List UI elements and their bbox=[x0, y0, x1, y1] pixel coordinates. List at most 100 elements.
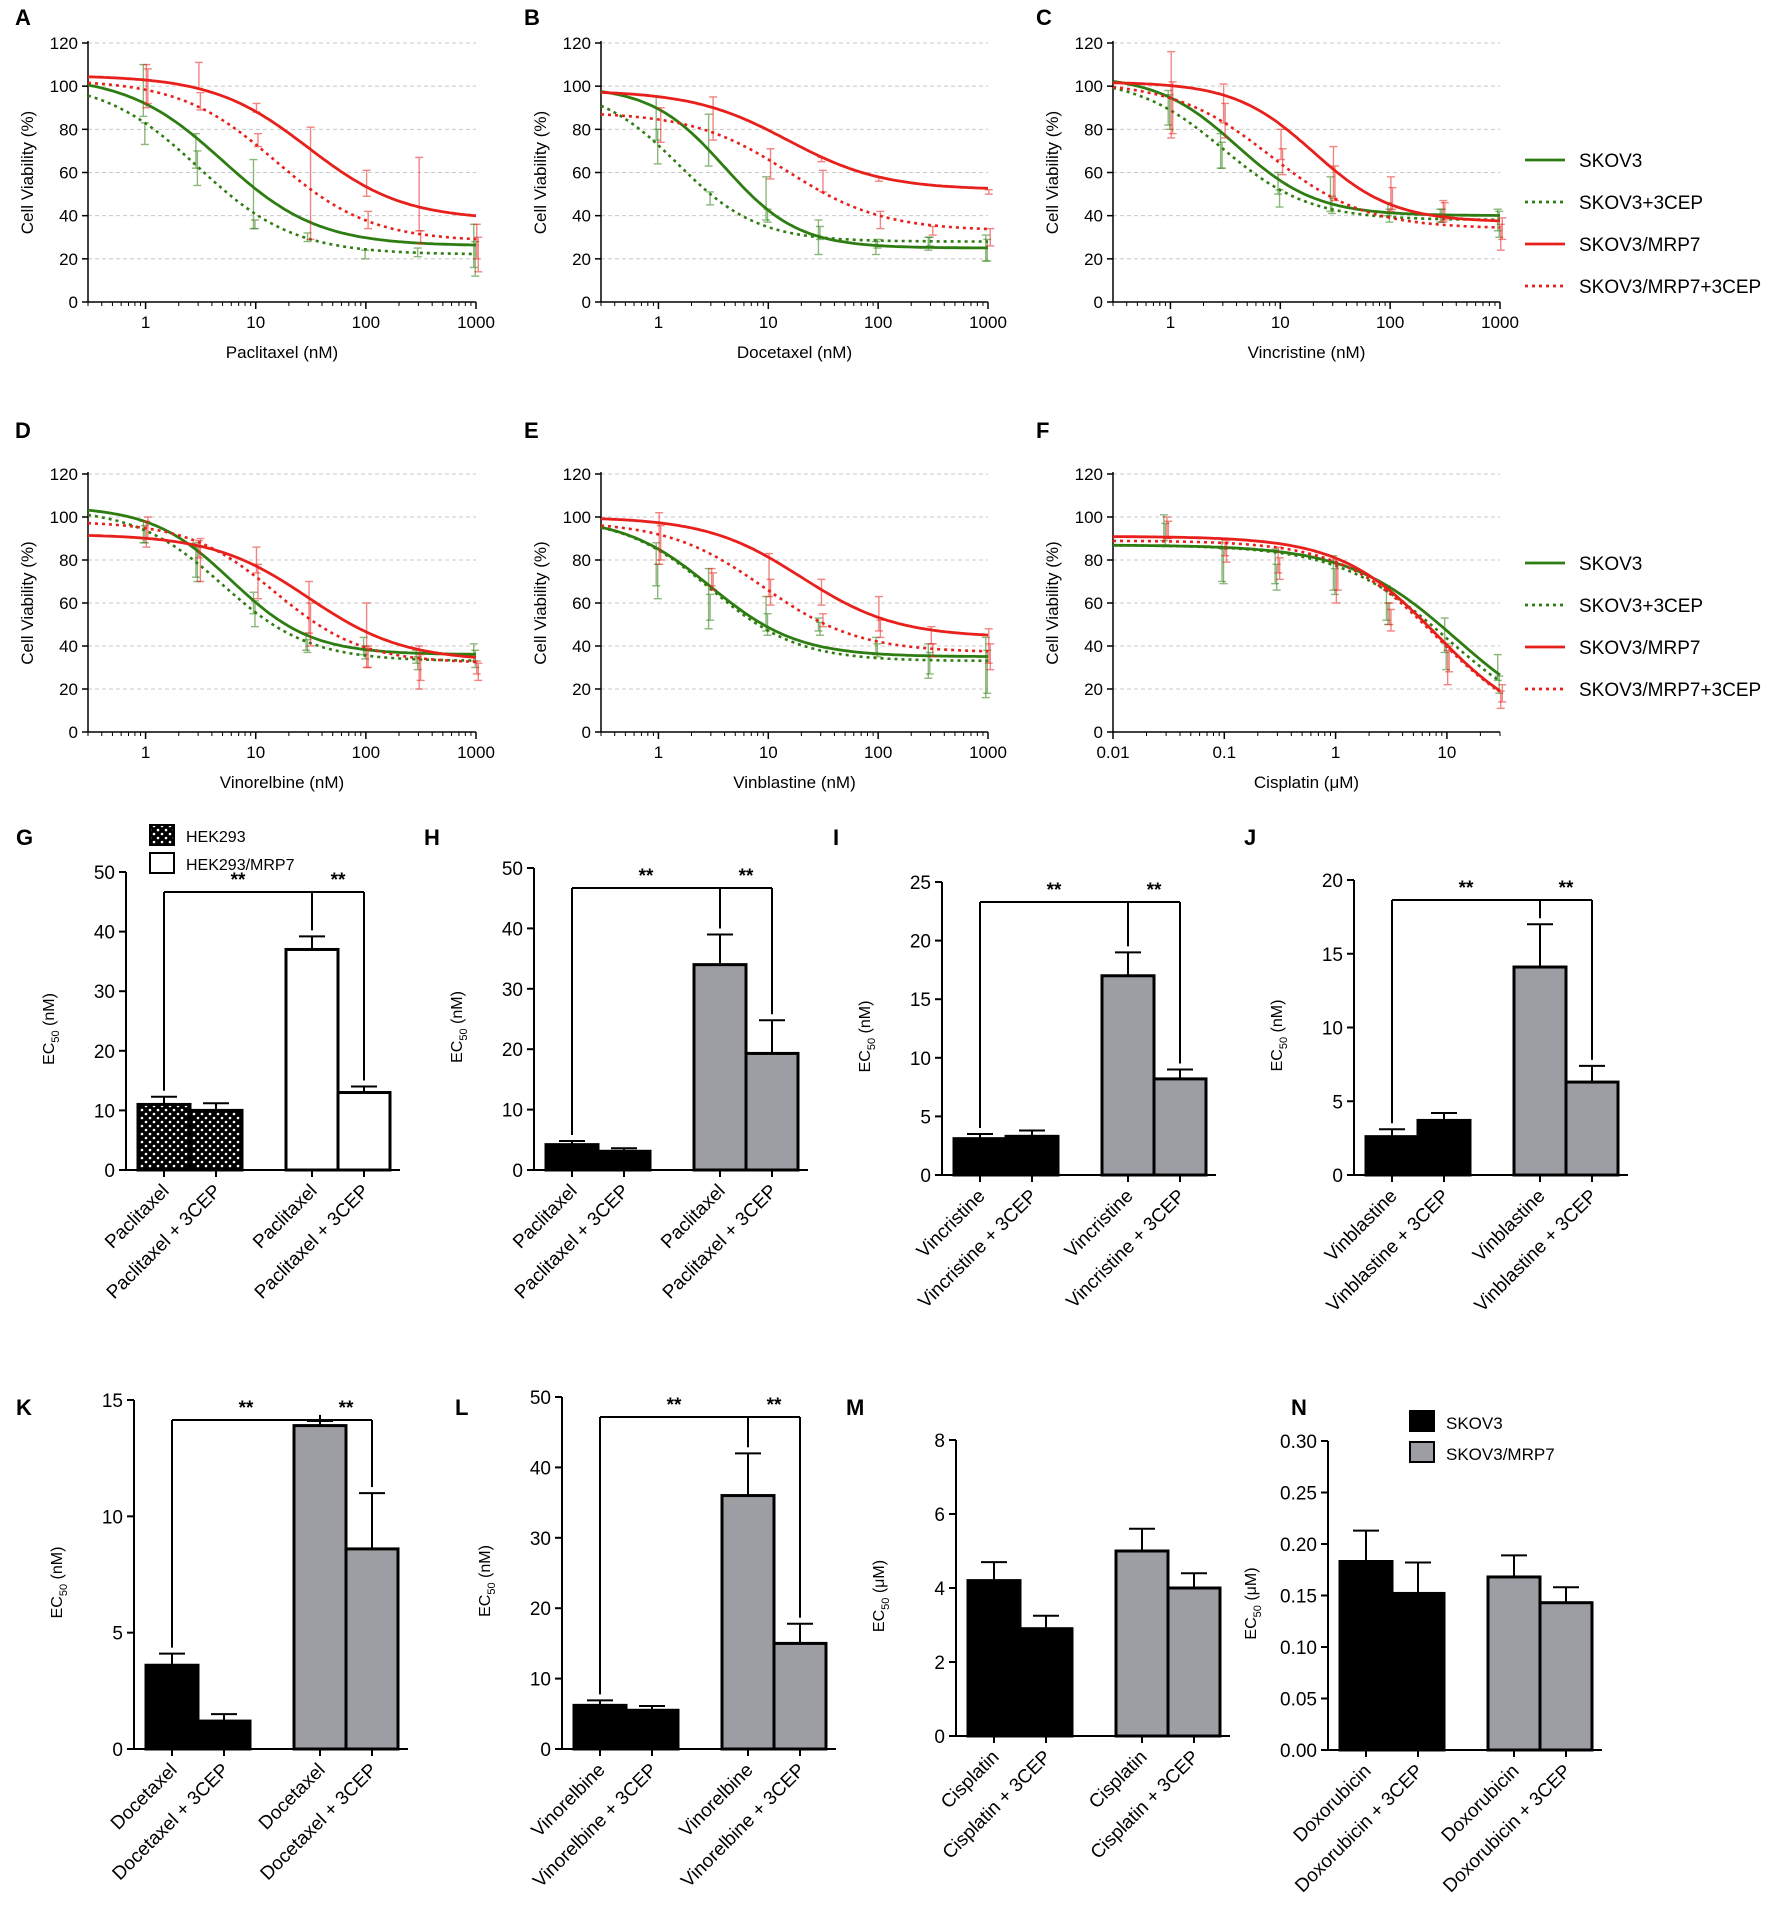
error-bar bbox=[1330, 165, 1339, 202]
x-axis-label: Vincristine (nM) bbox=[1248, 343, 1366, 362]
y-tick-label: 20 bbox=[1322, 871, 1343, 892]
y-tick-label: 0 bbox=[69, 723, 78, 742]
error-bar bbox=[413, 247, 422, 258]
panel-label: I bbox=[833, 825, 839, 850]
error-bar bbox=[1440, 202, 1449, 221]
x-tick-label: 100 bbox=[864, 743, 892, 762]
legend: SKOV3 SKOV3+3CEP SKOV3/MRP7 SKOV3/MRP7+3CEP bbox=[1525, 554, 1761, 701]
bar bbox=[744, 1051, 800, 1172]
error-bar bbox=[1274, 171, 1283, 195]
error-bar bbox=[1216, 132, 1225, 169]
error-bar bbox=[707, 567, 716, 587]
y-tick-label: 6 bbox=[934, 1505, 945, 1526]
legend: SKOV3 SKOV3+3CEP SKOV3/MRP7 SKOV3/MRP7+3CEP bbox=[1525, 151, 1761, 298]
series-skov3-mrp7-3cep bbox=[1112, 81, 1507, 241]
x-tick-label: 10 bbox=[759, 313, 778, 332]
bar bbox=[1338, 1560, 1394, 1752]
error-bar bbox=[655, 512, 664, 565]
fit-curve bbox=[1113, 543, 1501, 677]
x-tick-label: 1000 bbox=[457, 743, 495, 762]
bar bbox=[284, 947, 340, 1172]
x-tick-label: 100 bbox=[1376, 313, 1404, 332]
series-skov3-3cep bbox=[87, 94, 480, 277]
y-tick-label: 15 bbox=[102, 1391, 123, 1412]
legend-swatch bbox=[1409, 1441, 1435, 1463]
error-bar bbox=[305, 580, 314, 634]
y-tick-label: 80 bbox=[1084, 120, 1103, 139]
bar bbox=[1364, 1135, 1420, 1177]
x-axis-label: Docetaxel (nM) bbox=[737, 343, 852, 362]
y-tick-label: 0 bbox=[934, 1727, 945, 1748]
series-skov3-3cep bbox=[1112, 86, 1504, 238]
fit-curve bbox=[600, 525, 988, 658]
error-bar bbox=[1498, 684, 1507, 703]
significance-brackets: ** ** bbox=[979, 880, 1181, 1128]
y-tick-label: 0.10 bbox=[1280, 1638, 1317, 1659]
fit-curve bbox=[600, 91, 989, 190]
legend-label: SKOV3 bbox=[1446, 1414, 1503, 1433]
y-tick-label: 100 bbox=[563, 508, 591, 527]
y-axis-label-main: EC bbox=[871, 1610, 888, 1632]
error-bar bbox=[253, 563, 262, 600]
error-bar bbox=[1164, 520, 1173, 540]
y-tick-label: 0 bbox=[1332, 1166, 1343, 1187]
y-tick-label: 0 bbox=[1094, 293, 1103, 312]
y-axis-label: Cell Viability (%) bbox=[18, 111, 37, 234]
significance-mark: ** bbox=[667, 1395, 682, 1416]
y-tick-label: 50 bbox=[530, 1388, 551, 1409]
error-bar bbox=[474, 662, 483, 682]
error-bar bbox=[817, 578, 826, 606]
error-bar bbox=[818, 169, 827, 193]
significance-mark: ** bbox=[739, 866, 754, 887]
error-bar bbox=[364, 210, 373, 230]
y-tick-label: 10 bbox=[1322, 1019, 1343, 1040]
y-tick-label: 8 bbox=[934, 1431, 945, 1452]
y-tick-label: 20 bbox=[572, 680, 591, 699]
y-tick-label: 120 bbox=[50, 465, 78, 484]
error-bar bbox=[984, 189, 993, 195]
y-tick-label: 40 bbox=[530, 1458, 551, 1479]
error-bar bbox=[1277, 128, 1286, 161]
y-axis-label-unit: (nM) bbox=[477, 1545, 494, 1582]
panel-label: K bbox=[16, 1395, 32, 1420]
series-skov3-mrp7-3cep bbox=[600, 96, 995, 247]
y-tick-label: 40 bbox=[1084, 207, 1103, 226]
panel-label: C bbox=[1036, 5, 1052, 30]
bar bbox=[1416, 1118, 1472, 1177]
legend-label: SKOV3 bbox=[1579, 554, 1642, 575]
y-tick-label: 20 bbox=[59, 680, 78, 699]
x-axis-label: Cisplatin (μM) bbox=[1254, 773, 1359, 792]
error-bar bbox=[142, 63, 151, 109]
fit-curve bbox=[87, 75, 477, 218]
y-tick-label: 50 bbox=[94, 863, 115, 884]
panel-f: F 0 20 40 60 80 100 120 0.01 0.1 1 10 Cisplatin (μM)… bbox=[1036, 418, 1761, 792]
error-bar bbox=[706, 593, 715, 621]
bar bbox=[544, 1143, 600, 1172]
fit-curve bbox=[1112, 86, 1500, 221]
x-tick-label: 10 bbox=[246, 743, 265, 762]
y-tick-label: 30 bbox=[502, 980, 523, 1001]
y-axis-label-main: EC bbox=[857, 1050, 874, 1072]
y-tick-label: 40 bbox=[94, 923, 115, 944]
y-tick-label: 60 bbox=[1084, 594, 1103, 613]
significance-mark: ** bbox=[1047, 880, 1062, 901]
series-skov3-3cep bbox=[600, 104, 992, 262]
legend-swatch bbox=[149, 852, 175, 874]
error-bar bbox=[306, 126, 315, 241]
significance-mark: ** bbox=[239, 1398, 254, 1419]
error-bar bbox=[876, 210, 885, 230]
y-tick-label: 80 bbox=[59, 551, 78, 570]
legend-swatch bbox=[1409, 1410, 1435, 1432]
x-tick-label: 10 bbox=[759, 743, 778, 762]
legend-label: SKOV3/MRP7+3CEP bbox=[1579, 680, 1761, 701]
x-tick-label: 1 bbox=[1331, 743, 1340, 762]
error-bar bbox=[1167, 50, 1176, 139]
panel-label: H bbox=[424, 825, 440, 850]
bar bbox=[596, 1149, 652, 1172]
